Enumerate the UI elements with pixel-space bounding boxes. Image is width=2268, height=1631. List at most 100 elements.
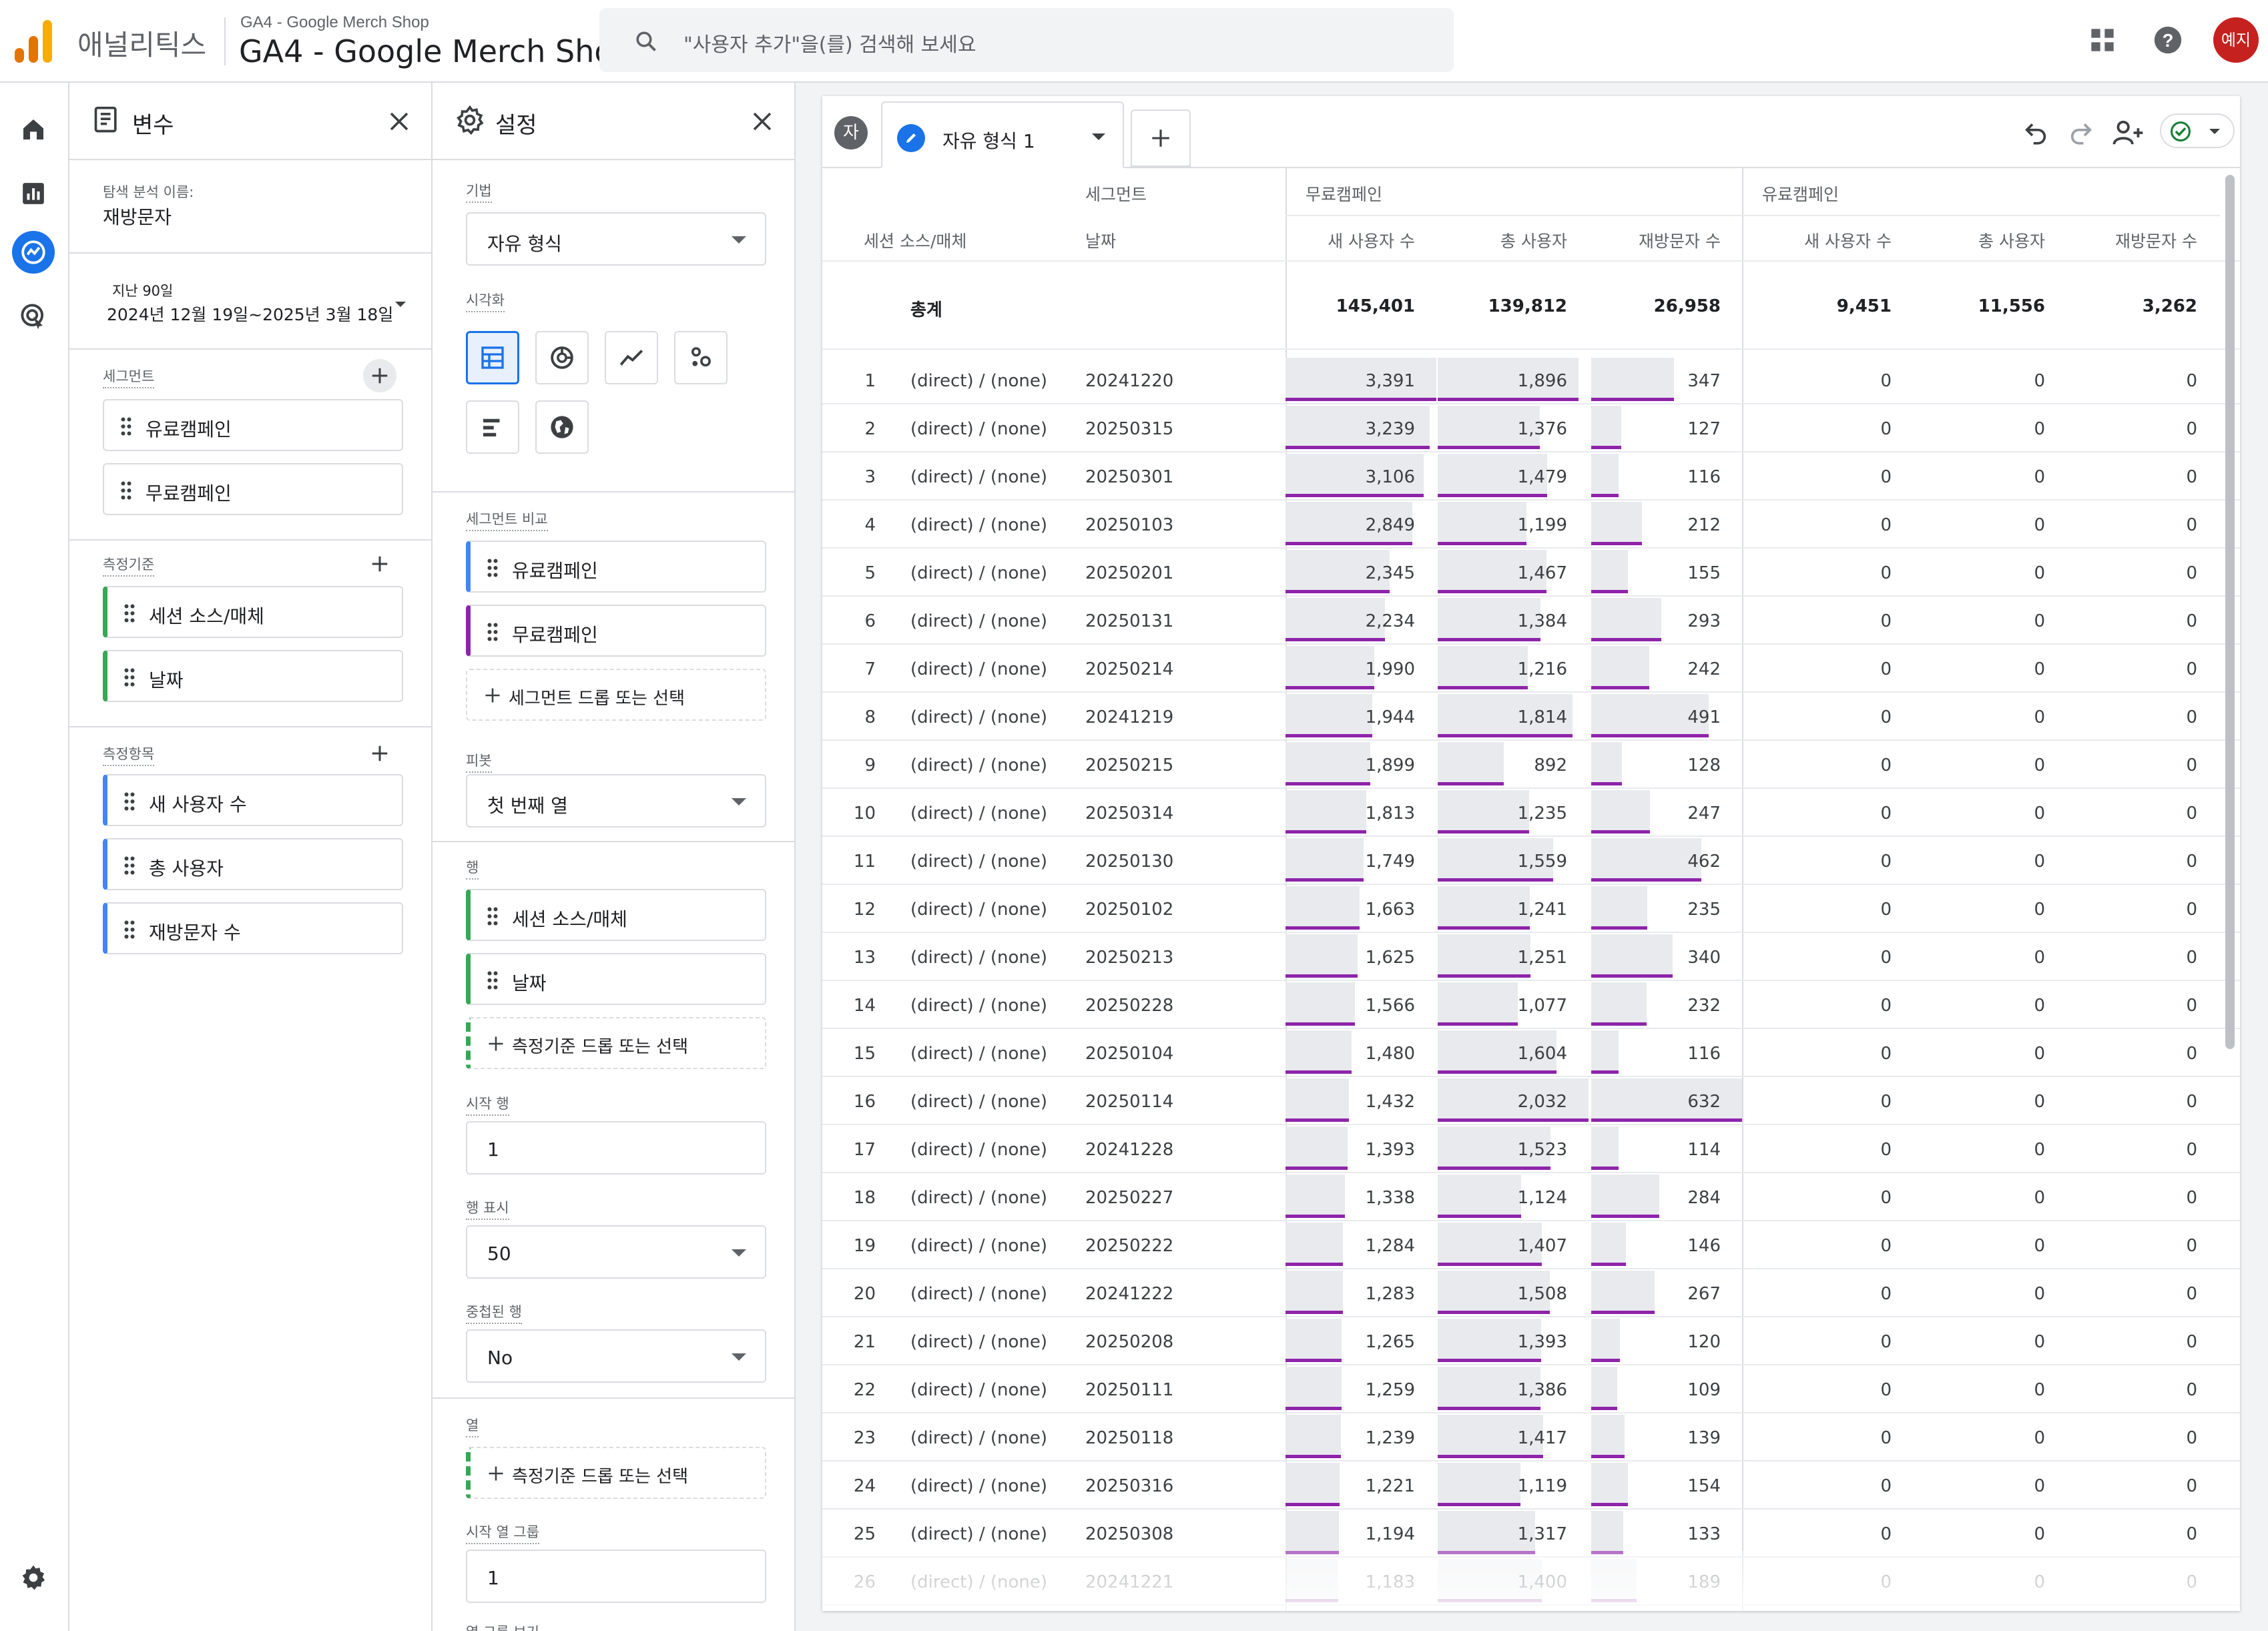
line-chart-icon[interactable]	[605, 331, 658, 384]
row-source[interactable]: (direct) / (none)	[910, 1236, 1048, 1256]
vertical-scrollbar[interactable]	[2225, 175, 2235, 1049]
drag-handle-icon[interactable]	[487, 558, 499, 578]
bar-chart-icon[interactable]	[466, 400, 519, 454]
undo-icon[interactable]	[2022, 119, 2049, 145]
row-date[interactable]: 20250316	[1085, 1476, 1174, 1496]
row-date[interactable]: 20250222	[1085, 1236, 1174, 1256]
status-dropdown[interactable]	[2160, 113, 2235, 148]
row-date[interactable]: 20250227	[1085, 1188, 1174, 1208]
start-col-group-input[interactable]: 1	[466, 1550, 766, 1603]
column-header-metric[interactable]: 새 사용자 수	[1328, 232, 1415, 251]
row-drop-zone[interactable]: 측정기준 드롭 또는 선택	[466, 1017, 766, 1069]
reports-icon[interactable]	[12, 172, 55, 215]
row-source[interactable]: (direct) / (none)	[910, 1476, 1048, 1496]
row-date[interactable]: 20250102	[1085, 900, 1174, 920]
row-date[interactable]: 20250104	[1085, 1044, 1174, 1064]
row-source[interactable]: (direct) / (none)	[910, 1140, 1048, 1160]
row-source[interactable]: (direct) / (none)	[910, 659, 1048, 679]
table-icon[interactable]	[466, 331, 519, 384]
row-source[interactable]: (direct) / (none)	[910, 996, 1048, 1016]
add-metric-button[interactable]	[363, 737, 396, 770]
column-header-metric[interactable]: 새 사용자 수	[1804, 232, 1892, 251]
search-bar[interactable]: "사용자 추가"을(를) 검색해 보세요	[599, 8, 1454, 72]
avatar[interactable]: 예지	[2213, 17, 2259, 63]
drag-handle-icon[interactable]	[120, 480, 132, 501]
segment-group-header[interactable]: 유료캠페인	[1762, 185, 1839, 204]
row-source[interactable]: (direct) / (none)	[910, 1380, 1048, 1400]
row-source[interactable]: (direct) / (none)	[910, 1092, 1048, 1112]
segment-chip[interactable]: 무료캠페인	[103, 463, 403, 515]
advertising-icon[interactable]	[12, 295, 55, 338]
row-date[interactable]: 20250118	[1085, 1428, 1174, 1448]
row-date[interactable]: 20250314	[1085, 803, 1174, 824]
row-source[interactable]: (direct) / (none)	[910, 371, 1048, 391]
row-source[interactable]: (direct) / (none)	[910, 467, 1048, 487]
row-source[interactable]: (direct) / (none)	[910, 515, 1048, 535]
column-header-metric[interactable]: 재방문자 수	[1639, 232, 1721, 251]
dimension-chip[interactable]: 날짜	[103, 650, 403, 702]
metric-chip[interactable]: 새 사용자 수	[103, 774, 403, 826]
close-icon[interactable]	[750, 109, 774, 133]
row-date[interactable]: 20250301	[1085, 467, 1174, 487]
donut-chart-icon[interactable]	[535, 331, 589, 384]
date-range-label[interactable]: 지난 90일	[112, 283, 174, 299]
row-date[interactable]: 20250228	[1085, 996, 1174, 1016]
column-drop-zone[interactable]: 측정기준 드롭 또는 선택	[466, 1447, 766, 1499]
row-date[interactable]: 20250315	[1085, 419, 1174, 439]
account-name[interactable]: GA4 - Google Merch Shop	[240, 13, 429, 31]
drag-handle-icon[interactable]	[123, 791, 135, 811]
row-source[interactable]: (direct) / (none)	[910, 1524, 1048, 1544]
row-source[interactable]: (direct) / (none)	[910, 852, 1048, 872]
row-date[interactable]: 20250213	[1085, 948, 1174, 968]
search-input[interactable]: "사용자 추가"을(를) 검색해 보세요	[683, 33, 976, 57]
row-source[interactable]: (direct) / (none)	[910, 1284, 1048, 1304]
row-source[interactable]: (direct) / (none)	[910, 1044, 1048, 1064]
row-date[interactable]: 20241219	[1085, 707, 1174, 727]
apps-grid-icon[interactable]	[2089, 27, 2116, 53]
column-header-metric[interactable]: 총 사용자	[1500, 232, 1567, 251]
drag-handle-icon[interactable]	[123, 856, 135, 876]
chevron-down-icon[interactable]	[395, 302, 406, 307]
row-source[interactable]: (direct) / (none)	[910, 900, 1048, 920]
add-dimension-button[interactable]	[363, 547, 396, 581]
add-segment-button[interactable]	[363, 359, 396, 392]
drag-handle-icon[interactable]	[487, 970, 499, 990]
property-selector[interactable]: GA4 - Google Merch Shop	[239, 33, 633, 69]
row-date[interactable]: 20250201	[1085, 563, 1174, 583]
help-icon[interactable]: ?	[2153, 25, 2183, 55]
drag-handle-icon[interactable]	[123, 667, 135, 687]
row-source[interactable]: (direct) / (none)	[910, 1428, 1048, 1448]
tab-freeform[interactable]: 자유 형식 1	[881, 101, 1124, 168]
segment-drop-zone[interactable]: 세그먼트 드롭 또는 선택	[466, 669, 766, 721]
tab-badge[interactable]: 자	[834, 116, 868, 149]
drag-handle-icon[interactable]	[123, 920, 135, 940]
drag-handle-icon[interactable]	[123, 603, 135, 623]
start-row-input[interactable]: 1	[466, 1121, 766, 1175]
segment-compare-chip[interactable]: 무료캠페인	[466, 605, 766, 657]
column-header-metric[interactable]: 총 사용자	[1978, 232, 2045, 251]
row-date[interactable]: 20250131	[1085, 611, 1174, 631]
row-source[interactable]: (direct) / (none)	[910, 419, 1048, 439]
show-rows-select[interactable]: 50	[466, 1225, 766, 1279]
row-source[interactable]: (direct) / (none)	[910, 803, 1048, 824]
app-name[interactable]: 애널리틱스	[77, 29, 207, 61]
row-date[interactable]: 20250214	[1085, 659, 1174, 679]
metric-chip[interactable]: 재방문자 수	[103, 902, 403, 954]
close-icon[interactable]	[387, 109, 411, 133]
dimension-chip[interactable]: 세션 소스/매체	[103, 586, 403, 638]
row-source[interactable]: (direct) / (none)	[910, 1332, 1048, 1352]
drag-handle-icon[interactable]	[487, 622, 499, 642]
row-dimension-chip[interactable]: 세션 소스/매체	[466, 889, 766, 941]
segment-group-header[interactable]: 무료캠페인	[1306, 185, 1383, 204]
scatter-icon[interactable]	[674, 331, 728, 384]
add-tab-button[interactable]	[1131, 109, 1191, 167]
row-date[interactable]: 20250308	[1085, 1524, 1174, 1544]
row-date[interactable]: 20250215	[1085, 755, 1174, 775]
row-source[interactable]: (direct) / (none)	[910, 563, 1048, 583]
drag-handle-icon[interactable]	[487, 906, 499, 926]
chevron-down-icon[interactable]	[1092, 133, 1105, 140]
settings-icon[interactable]	[12, 1556, 55, 1599]
row-source[interactable]: (direct) / (none)	[910, 611, 1048, 631]
drag-handle-icon[interactable]	[120, 416, 132, 436]
row-date[interactable]: 20241228	[1085, 1140, 1174, 1160]
